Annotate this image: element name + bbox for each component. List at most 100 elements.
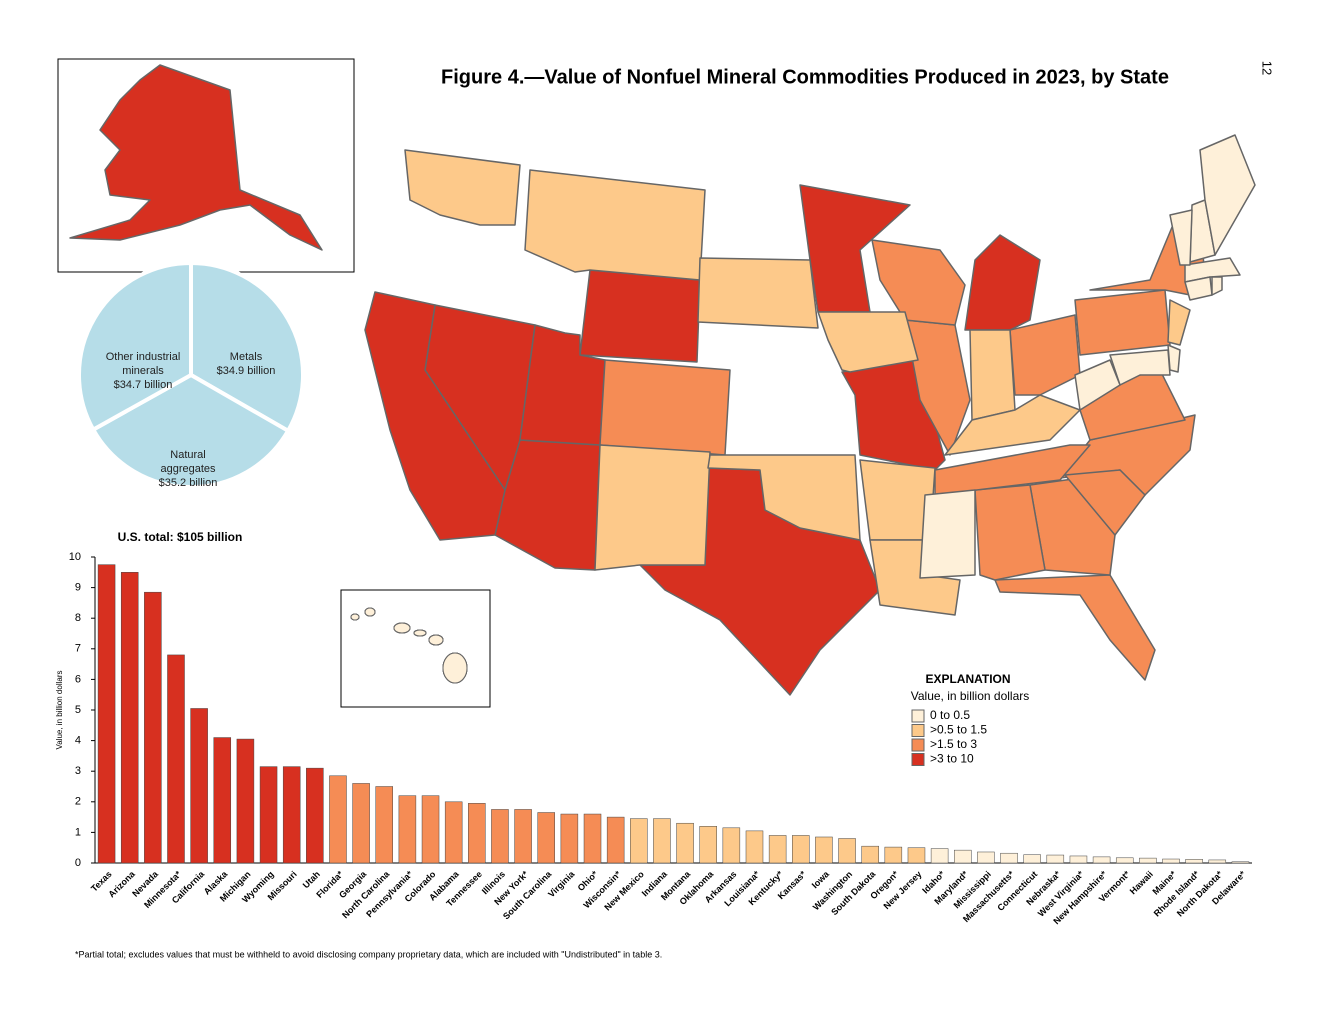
y-tick-label: 3 — [75, 765, 81, 777]
bar — [1162, 858, 1180, 864]
bar — [398, 795, 417, 864]
state — [1074, 289, 1171, 356]
y-tick-label: 4 — [75, 735, 81, 747]
bar — [583, 813, 602, 864]
y-tick-label: 1 — [75, 826, 81, 838]
pie-slice — [77, 260, 193, 433]
x-tick-label: Hawaii — [1128, 869, 1155, 896]
state — [1169, 209, 1193, 266]
legend-swatch — [911, 709, 925, 723]
state — [974, 484, 1046, 581]
bar — [977, 851, 995, 864]
state — [944, 394, 1081, 456]
legend-label: >1.5 to 3 — [930, 737, 977, 751]
bar — [282, 766, 301, 864]
bar — [514, 809, 532, 864]
legend-subtitle: Value, in billion dollars — [911, 689, 1030, 703]
pie-label: Other industrial minerals $34.7 billion — [93, 350, 193, 392]
state — [697, 257, 819, 329]
bar — [537, 812, 555, 864]
bar — [722, 827, 741, 864]
bar — [1115, 857, 1134, 864]
state — [1184, 276, 1213, 301]
state — [817, 311, 919, 373]
bar — [1000, 852, 1018, 864]
legend-label: >0.5 to 1.5 — [930, 723, 987, 737]
bar — [745, 830, 764, 864]
bar — [144, 591, 162, 864]
state — [964, 234, 1041, 331]
slice-value: $34.7 billion — [113, 379, 173, 391]
bar — [676, 822, 694, 864]
slice-name: Natural aggregates — [160, 449, 216, 475]
state — [1167, 344, 1181, 373]
bar — [1231, 861, 1250, 864]
bar — [930, 848, 949, 864]
state — [524, 169, 706, 281]
hawaii-island — [428, 634, 444, 646]
state — [594, 444, 711, 571]
y-tick-label: 7 — [75, 643, 81, 655]
slice-value: $35.2 billion — [158, 477, 218, 489]
slice-name: Metals — [229, 351, 263, 363]
hawaii-island — [364, 607, 376, 617]
bar — [167, 654, 185, 864]
state — [579, 269, 701, 363]
slice-value: $34.9 billion — [216, 365, 276, 377]
bar — [491, 809, 509, 864]
bar — [1092, 856, 1111, 864]
pie-total: U.S. total: $105 billion — [118, 530, 243, 544]
state — [934, 444, 1091, 496]
bar — [1185, 859, 1203, 864]
state — [969, 329, 1016, 421]
bar — [1208, 859, 1227, 864]
legend-title: EXPLANATION — [925, 672, 1010, 686]
footnote: *Partial total; excludes values that mus… — [75, 949, 662, 959]
bar — [907, 847, 926, 864]
slice-name: Other industrial minerals — [105, 351, 181, 377]
bar — [606, 816, 625, 864]
legend-swatch — [911, 724, 925, 737]
state — [1064, 469, 1146, 536]
legend-label: >3 to 10 — [930, 752, 974, 766]
bar — [630, 818, 648, 864]
state — [1167, 299, 1191, 346]
state — [1184, 257, 1241, 283]
state — [69, 64, 323, 251]
bar — [1023, 854, 1041, 864]
page-number: 12 — [1260, 61, 1275, 75]
legend-label: 0 to 0.5 — [930, 708, 970, 722]
title: Figure 4.—Value of Nonfuel Mineral Commo… — [441, 66, 1169, 88]
bar — [190, 708, 208, 864]
y-axis-label: Value, in billion dollars — [55, 670, 64, 749]
y-tick-label: 0 — [75, 857, 81, 869]
y-tick-label: 8 — [75, 612, 81, 624]
bar — [768, 835, 787, 864]
legend-swatch — [911, 753, 925, 766]
hawaii-island — [350, 613, 360, 621]
state — [404, 149, 521, 226]
state — [871, 239, 966, 326]
bar — [352, 783, 370, 864]
bar — [329, 775, 347, 864]
hawaii-island — [442, 652, 468, 684]
y-tick-label: 6 — [75, 673, 81, 685]
pie-label: Natural aggregates $35.2 billion — [138, 448, 238, 490]
bar — [97, 564, 116, 864]
bar — [120, 572, 139, 864]
bar — [653, 818, 671, 864]
state — [1074, 359, 1121, 411]
hawaii-island — [393, 622, 411, 634]
state — [599, 359, 731, 456]
legend-swatch — [911, 738, 925, 752]
pie-label: Metals $34.9 billion — [196, 350, 296, 378]
bar — [421, 795, 440, 864]
bar — [815, 836, 833, 864]
state — [707, 454, 861, 541]
hawaii-island — [413, 629, 427, 637]
y-tick-label: 9 — [75, 582, 81, 594]
y-tick-label: 10 — [69, 551, 81, 563]
bar — [954, 849, 972, 864]
y-tick-label: 5 — [75, 704, 81, 716]
